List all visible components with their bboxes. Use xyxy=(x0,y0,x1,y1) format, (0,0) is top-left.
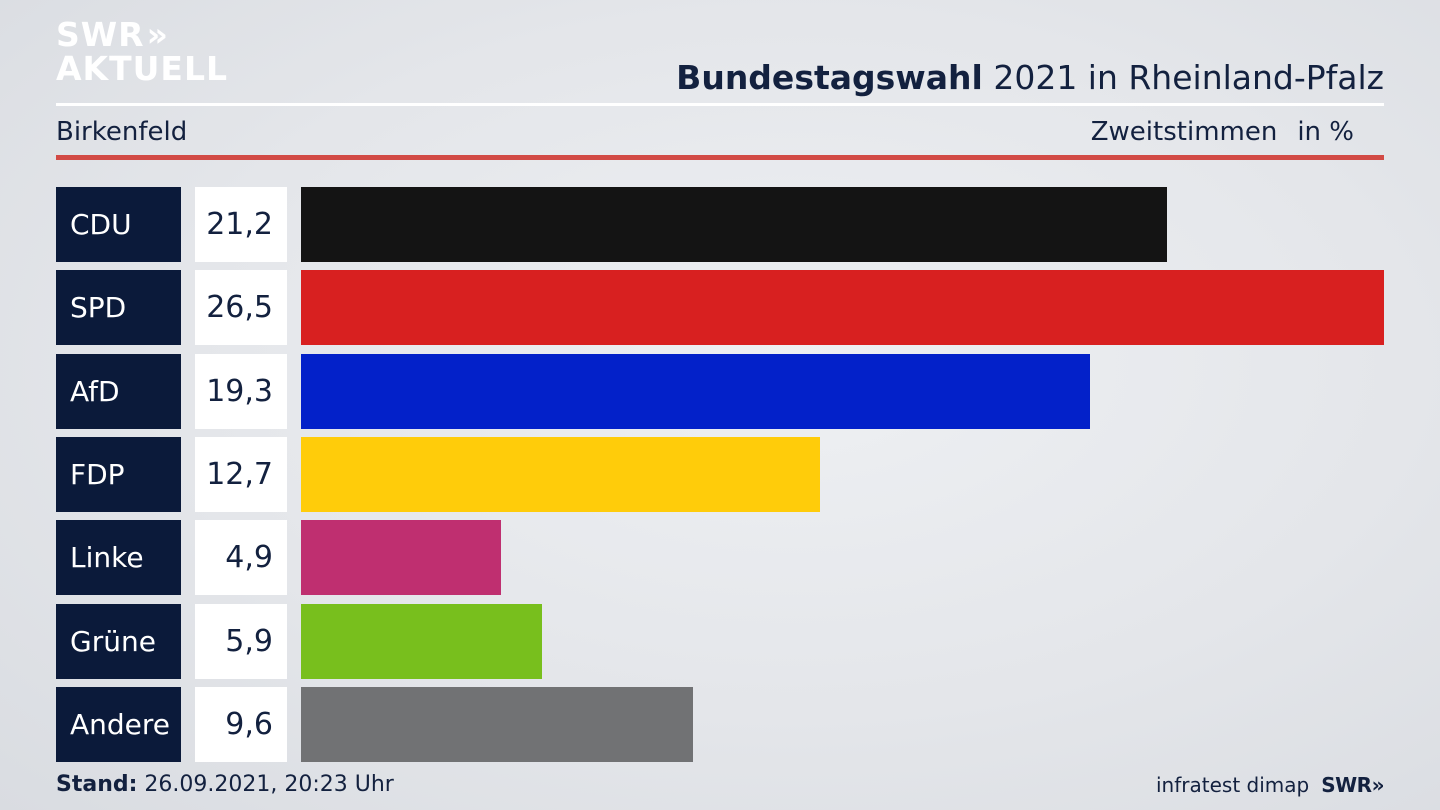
metric-name: Zweitstimmen xyxy=(1090,117,1278,147)
region-label: Birkenfeld xyxy=(56,117,188,147)
bar-linke xyxy=(301,520,501,595)
value-label-spd: 26,5 xyxy=(195,270,287,345)
metric-unit: in % xyxy=(1297,117,1354,147)
party-label-afd: AfD xyxy=(56,354,181,429)
logo-aktuell-text: AKTUELL xyxy=(56,49,229,88)
bar-gr-ne xyxy=(301,604,542,679)
source-label: infratest dimap xyxy=(1156,773,1310,797)
value-label-fdp: 12,7 xyxy=(195,437,287,512)
bar-andere xyxy=(301,687,693,762)
title-rest: 2021 in Rheinland-Pfalz xyxy=(993,58,1384,97)
chart-title: Bundestagswahl 2021 in Rheinland-Pfalz xyxy=(676,58,1384,98)
swr-aktuell-logo: SWR» AKTUELL xyxy=(56,18,228,86)
bar-spd xyxy=(301,270,1384,345)
value-label-andere: 9,6 xyxy=(195,687,287,762)
value-label-cdu: 21,2 xyxy=(195,187,287,262)
logo-swr-text: SWR xyxy=(56,15,145,54)
party-label-spd: SPD xyxy=(56,270,181,345)
party-label-gr-ne: Grüne xyxy=(56,604,181,679)
swr-brand-logo: SWR» xyxy=(1321,773,1384,797)
value-label-gr-ne: 5,9 xyxy=(195,604,287,679)
timestamp: Stand: 26.09.2021, 20:23 Uhr xyxy=(56,770,394,800)
party-label-linke: Linke xyxy=(56,520,181,595)
metric-label: Zweitstimmen in % xyxy=(1091,115,1354,149)
party-label-fdp: FDP xyxy=(56,437,181,512)
bar-fdp xyxy=(301,437,820,512)
accent-divider xyxy=(56,155,1384,160)
timestamp-label: Stand: xyxy=(56,772,138,797)
party-label-andere: Andere xyxy=(56,687,181,762)
value-label-linke: 4,9 xyxy=(195,520,287,595)
source-credit: infratest dimap SWR» xyxy=(1156,770,1384,800)
title-bold: Bundestagswahl xyxy=(676,58,983,97)
party-label-cdu: CDU xyxy=(56,187,181,262)
bar-afd xyxy=(301,354,1090,429)
bar-cdu xyxy=(301,187,1167,262)
timestamp-value: 26.09.2021, 20:23 Uhr xyxy=(144,772,394,797)
header-divider xyxy=(56,103,1384,106)
value-label-afd: 19,3 xyxy=(195,354,287,429)
